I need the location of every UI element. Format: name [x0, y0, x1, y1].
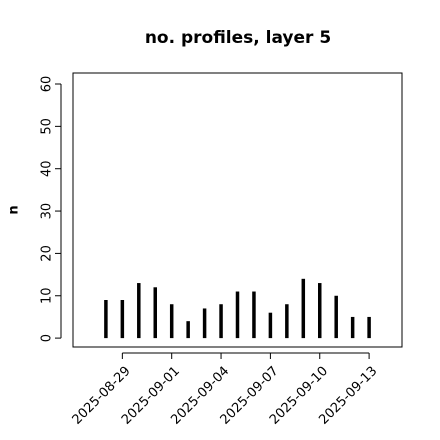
y-tick-label: 0 [40, 334, 55, 342]
y-tick-label: 50 [40, 118, 55, 135]
y-tick-label: 10 [40, 287, 55, 304]
y-axis-label: n [7, 205, 22, 214]
y-tick-label: 40 [40, 160, 55, 177]
y-tick-label: 60 [40, 76, 55, 93]
chart-title: no. profiles, layer 5 [145, 28, 331, 48]
y-tick-label: 20 [40, 245, 55, 262]
plot-frame [72, 72, 403, 348]
y-tick-label: 30 [40, 203, 55, 220]
